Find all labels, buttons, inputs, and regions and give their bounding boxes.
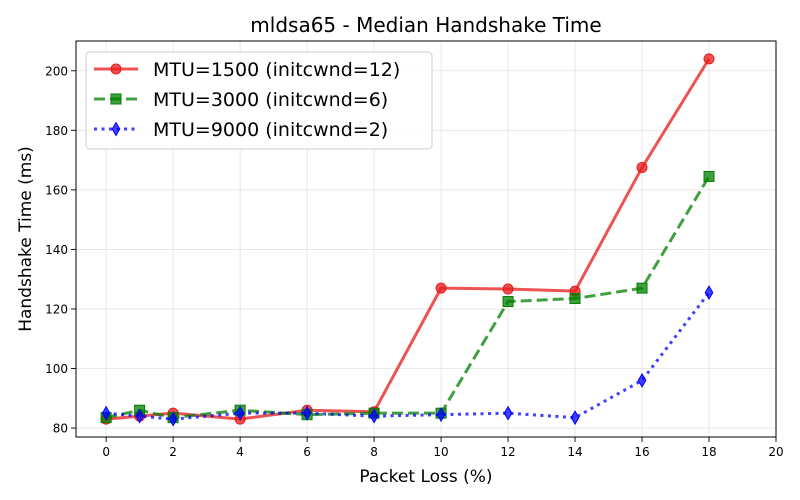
legend-label: MTU=1500 (initcwnd=12) [153, 59, 400, 81]
data-point [570, 410, 580, 426]
y-tick-label: 100 [45, 362, 68, 376]
series-line [105, 175, 711, 420]
series-3 [101, 285, 714, 427]
y-tick-label: 160 [45, 183, 68, 197]
legend-marker [111, 121, 121, 137]
x-tick-label: 10 [433, 445, 448, 459]
data-point [703, 53, 715, 65]
data-point [502, 283, 514, 295]
legend-box [85, 51, 433, 150]
x-axis: 0 2 4 6 8 10 12 14 16 18 20 [102, 437, 784, 459]
legend: MTU=1500 (initcwnd=12) MTU=3000 (initcwnd… [85, 51, 433, 150]
legend-entry: MTU=3000 (initcwnd=6) [94, 89, 388, 111]
legend-label: MTU=3000 (initcwnd=6) [153, 89, 388, 111]
y-axis: 80 100 120 140 160 180 200 [45, 64, 76, 436]
data-point [636, 162, 648, 174]
x-tick-label: 20 [768, 445, 783, 459]
x-axis-label: Packet Loss (%) [359, 467, 492, 487]
data-point [436, 407, 446, 423]
y-axis-label: Handshake Time (ms) [16, 146, 36, 332]
plot-frame [75, 40, 777, 438]
y-tick-label: 140 [45, 243, 68, 257]
x-tick-label: 12 [500, 445, 515, 459]
data-point [503, 405, 513, 421]
legend-entry: MTU=9000 (initcwnd=2) [94, 119, 388, 141]
data-point [101, 405, 111, 421]
data-point [302, 405, 312, 421]
data-point [569, 293, 581, 305]
x-tick-label: 4 [236, 445, 244, 459]
legend-entry: MTU=1500 (initcwnd=12) [94, 59, 400, 81]
x-tick-label: 0 [102, 445, 110, 459]
series-layer [100, 53, 715, 427]
x-tick-label: 8 [370, 445, 378, 459]
y-tick-label: 80 [53, 422, 68, 436]
data-point [235, 405, 245, 421]
x-tick-label: 18 [701, 445, 716, 459]
x-tick-label: 16 [634, 445, 649, 459]
data-point [135, 408, 145, 424]
series-line [106, 291, 711, 421]
legend-label: MTU=9000 (initcwnd=2) [153, 119, 388, 141]
y-tick-label: 200 [45, 64, 68, 78]
data-point [636, 282, 648, 294]
x-tick-label: 2 [169, 445, 177, 459]
y-tick-label: 180 [45, 124, 68, 138]
data-point [704, 285, 714, 301]
data-point [637, 372, 647, 388]
legend-marker [110, 63, 122, 75]
x-tick-label: 6 [303, 445, 311, 459]
legend-marker [110, 93, 122, 105]
data-point [168, 411, 178, 427]
data-point [369, 408, 379, 424]
y-tick-label: 120 [45, 302, 68, 316]
x-tick-label: 14 [567, 445, 582, 459]
chart-title: mldsa65 - Median Handshake Time [250, 13, 601, 37]
data-point [703, 170, 715, 182]
data-point [435, 282, 447, 294]
data-point [502, 296, 514, 308]
